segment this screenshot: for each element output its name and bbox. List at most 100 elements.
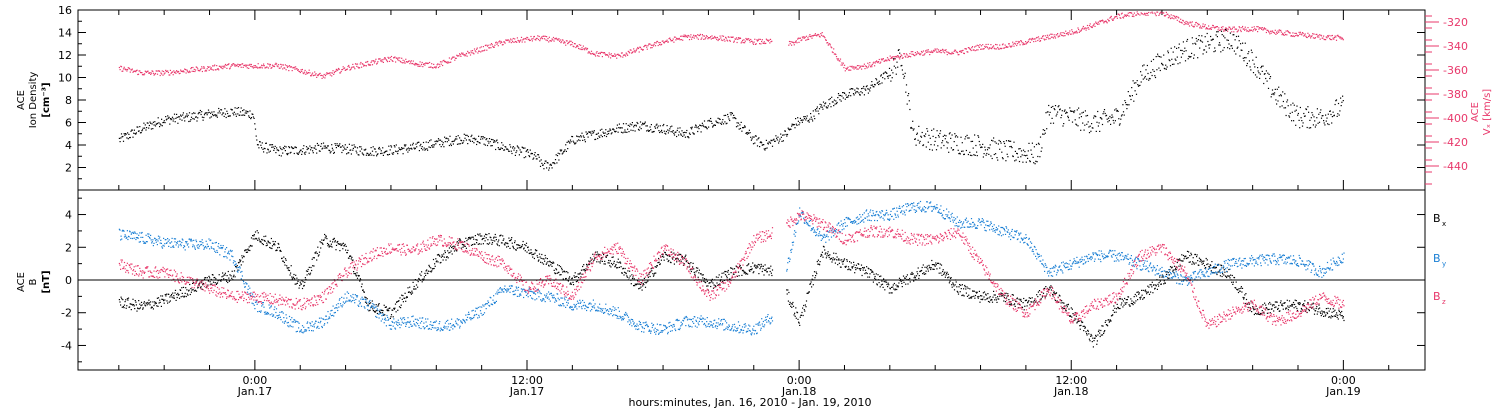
density-point <box>675 131 677 133</box>
vx-point <box>403 60 406 62</box>
density-point <box>612 128 614 130</box>
bx-point <box>669 255 671 257</box>
vx-point <box>710 38 712 40</box>
density-point <box>1291 111 1293 113</box>
vx-point <box>864 68 866 70</box>
density-point <box>636 121 638 124</box>
vx-point <box>1063 35 1065 37</box>
vx-point <box>1198 23 1200 25</box>
vx-point <box>1192 25 1194 27</box>
bx-point <box>748 263 750 265</box>
bx-point <box>813 271 816 273</box>
bx-point <box>164 299 166 301</box>
density-point <box>682 132 684 134</box>
bx-point <box>683 263 685 265</box>
bx-point <box>237 269 239 271</box>
bx-point <box>220 280 222 282</box>
density-point <box>1008 140 1010 142</box>
vx-point <box>746 38 748 41</box>
bx-point <box>617 267 619 269</box>
density-point <box>322 142 325 144</box>
bx-point <box>153 304 155 307</box>
density-point <box>571 136 574 138</box>
vx-point <box>717 39 719 42</box>
vx-point <box>767 40 769 42</box>
density-point <box>1283 107 1285 109</box>
density-point <box>165 119 167 121</box>
bx-point <box>791 306 793 308</box>
density-point <box>871 81 873 83</box>
density-point <box>1080 116 1082 118</box>
density-point <box>1051 117 1053 119</box>
density-point <box>1159 56 1161 58</box>
density-point <box>294 146 296 148</box>
density-point <box>415 143 417 145</box>
density-point <box>309 145 311 147</box>
vx-point <box>1084 27 1086 29</box>
density-point <box>811 118 813 120</box>
density-point <box>1231 45 1233 47</box>
bx-point <box>696 270 698 272</box>
vx-point <box>1266 29 1268 31</box>
vx-point <box>863 63 865 65</box>
bx-point <box>769 267 771 269</box>
bx-point <box>608 259 610 262</box>
bx-point <box>830 257 833 259</box>
vx-point <box>316 76 318 78</box>
density-point <box>164 122 166 124</box>
bx-point <box>126 305 128 307</box>
bx-point <box>593 258 596 260</box>
density-point <box>1241 49 1243 51</box>
density-point <box>1225 29 1227 31</box>
vx-point <box>989 47 991 49</box>
bx-point <box>300 283 302 285</box>
density-point <box>1309 119 1311 121</box>
top-left-tick-label: 14 <box>58 27 72 40</box>
vx-point <box>1133 15 1135 18</box>
vx-point <box>681 35 683 37</box>
density-point <box>780 133 782 135</box>
density-point <box>382 154 384 156</box>
vx-point <box>118 66 120 69</box>
bx-point <box>421 281 423 283</box>
vx-point <box>953 50 955 52</box>
vx-point <box>1191 24 1193 26</box>
bx-point <box>718 274 720 276</box>
density-point <box>568 141 570 143</box>
vx-point <box>721 35 723 37</box>
density-point <box>456 138 458 140</box>
vx-point <box>440 63 442 65</box>
vx-point <box>611 55 613 57</box>
bx-point <box>355 275 357 277</box>
vx-point <box>757 39 759 41</box>
density-point <box>421 146 423 148</box>
density-point <box>936 130 938 132</box>
vx-point <box>475 51 477 53</box>
density-point <box>969 154 972 156</box>
density-point <box>596 133 598 135</box>
bx-point <box>646 274 648 276</box>
bx-point <box>235 266 237 268</box>
density-point <box>527 149 529 151</box>
density-point <box>691 126 693 128</box>
vx-point <box>233 64 235 66</box>
bx-point <box>522 240 524 243</box>
vx-point <box>252 67 254 69</box>
density-point <box>1186 38 1189 41</box>
density-point <box>1299 127 1301 129</box>
vx-point <box>1029 38 1031 40</box>
vx-point <box>282 68 284 70</box>
vx-point <box>337 69 339 71</box>
density-point <box>874 84 876 86</box>
density-point <box>439 144 441 146</box>
vx-point <box>650 44 652 46</box>
density-point <box>257 144 259 146</box>
density-point <box>1053 108 1055 110</box>
vx-point <box>968 47 970 49</box>
vx-point <box>799 37 801 39</box>
vx-point <box>327 72 329 75</box>
bx-point <box>159 299 161 301</box>
bx-point <box>551 265 553 267</box>
vx-point <box>1245 28 1247 30</box>
bx-point <box>611 256 613 258</box>
